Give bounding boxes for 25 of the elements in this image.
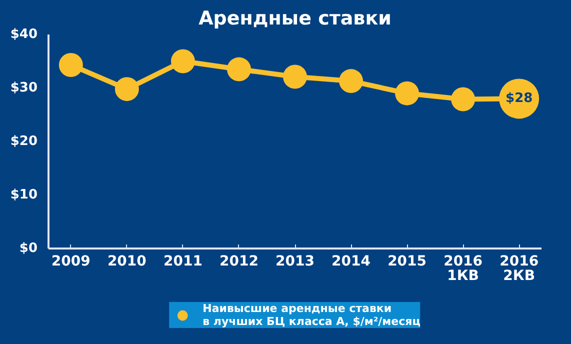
point	[451, 87, 476, 112]
point	[283, 64, 307, 89]
x-tick-label: 2016 2КВ	[500, 254, 539, 284]
point	[339, 69, 364, 94]
x-tick-label: 2012	[219, 254, 258, 270]
point	[114, 77, 139, 102]
y-tick-label: $10	[10, 188, 38, 202]
point	[395, 81, 420, 106]
x-tick-label: 2014	[332, 254, 371, 270]
x-tick-label: 2015	[388, 254, 427, 270]
x-tick-label: 2009	[51, 254, 90, 270]
x-tick-label: 2016 1КВ	[444, 254, 483, 284]
chart-title: Арендные ставки	[198, 8, 392, 30]
y-tick-label: $30	[10, 80, 38, 96]
point	[58, 53, 83, 77]
point	[226, 57, 251, 82]
legend-label: Наивысшие арендные ставки в лучших БЦ класса А, $/м²/месяц	[202, 302, 420, 328]
x-tick-label: 2013	[276, 254, 314, 270]
y-tick-label: $40	[10, 27, 38, 42]
point	[170, 49, 195, 74]
data-label: $28	[506, 91, 533, 106]
x-tick-label: 2010	[107, 254, 147, 270]
x-tick-label: 2011	[163, 254, 202, 270]
y-tick-label: $0	[19, 241, 38, 256]
y-tick-label: $20	[10, 134, 38, 149]
